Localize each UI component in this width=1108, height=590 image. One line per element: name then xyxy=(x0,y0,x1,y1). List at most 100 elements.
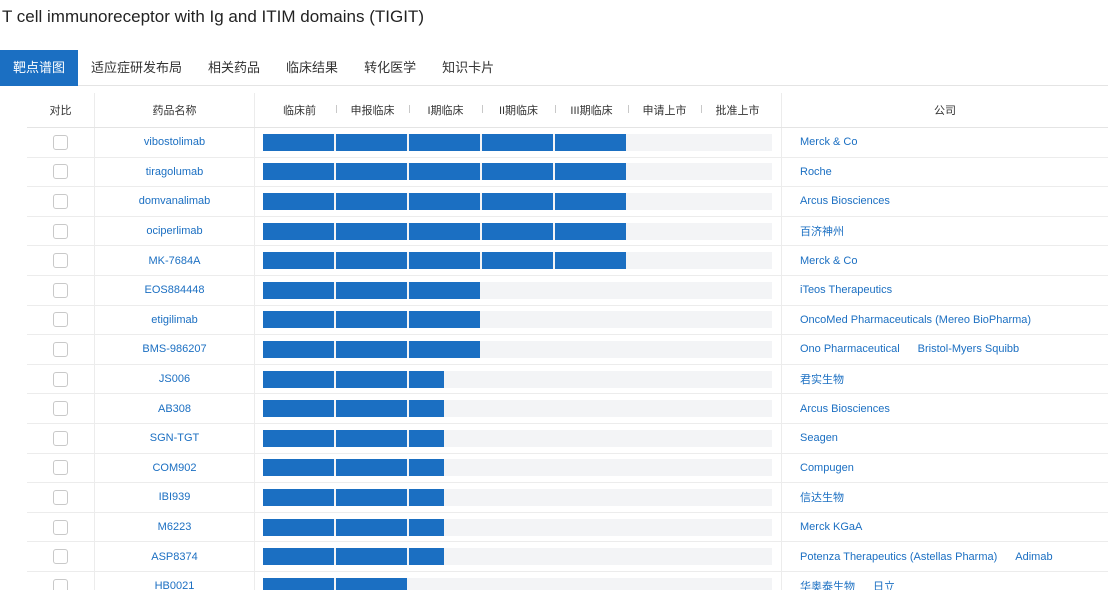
compare-cell xyxy=(27,542,95,571)
drug-name-link[interactable]: IBI939 xyxy=(95,483,255,512)
drug-name-link[interactable]: etigilimab xyxy=(95,305,255,335)
phase-progress-cell xyxy=(255,305,782,335)
tab-clinical-results[interactable]: 临床结果 xyxy=(286,60,339,75)
page-title: T cell immunoreceptor with Ig and ITIM d… xyxy=(2,7,424,26)
table-row[interactable]: AB308 Arcus Biosciences xyxy=(27,394,1108,424)
table-row[interactable]: BMS-986207 Ono Pharmaceutical Bristol-Myer… xyxy=(27,335,1108,365)
tab-bar: 靶点谱图 适应症研发布局 相关药品 临床结果 转化医学 知识卡片 xyxy=(0,50,1108,86)
company-link[interactable]: Arcus Biosciences xyxy=(800,195,890,208)
company-link[interactable]: Merck KGaA xyxy=(800,521,863,534)
company-cell: Seagen xyxy=(782,424,1108,453)
phase-progress-cell xyxy=(255,275,782,305)
tab-related-drugs[interactable]: 相关药品 xyxy=(208,60,261,75)
phase-segment xyxy=(409,163,480,181)
company-link[interactable]: Seagen xyxy=(800,432,838,445)
compare-checkbox[interactable] xyxy=(53,371,68,387)
drug-name-link[interactable]: JS006 xyxy=(95,364,255,394)
company-link[interactable]: Adimab xyxy=(1015,550,1053,563)
tab-translational-medicine[interactable]: 转化医学 xyxy=(364,60,417,75)
company-link[interactable]: 君实生物 xyxy=(800,374,844,387)
drug-name-link[interactable]: ASP8374 xyxy=(95,542,255,571)
table-row[interactable]: JS006 君实生物 xyxy=(27,364,1108,395)
compare-checkbox[interactable] xyxy=(53,578,68,590)
company-link[interactable]: iTeos Therapeutics xyxy=(800,284,893,297)
phase-progress-bar xyxy=(263,192,772,210)
table-row[interactable]: ociperlimab 百济神州 xyxy=(27,216,1108,247)
phase-segment xyxy=(263,548,334,566)
phase-segment-partial xyxy=(409,518,444,536)
tab-target-map[interactable]: 靶点谱图 xyxy=(0,50,79,86)
compare-checkbox[interactable] xyxy=(53,282,68,298)
compare-checkbox[interactable] xyxy=(53,401,68,417)
table-row[interactable]: tiragolumab Roche xyxy=(27,157,1108,188)
company-link[interactable]: 百济神州 xyxy=(800,226,844,239)
phase-segment xyxy=(263,518,334,536)
company-link[interactable]: 日立 xyxy=(873,581,895,590)
compare-checkbox[interactable] xyxy=(53,460,68,476)
phase-segment-partial xyxy=(409,548,444,566)
phase-segment xyxy=(336,400,407,418)
company-cell: 华奥泰生物 日立 xyxy=(782,572,1108,590)
phase-progress-cell xyxy=(255,512,782,542)
drug-name-link[interactable]: COM902 xyxy=(95,453,255,483)
compare-checkbox[interactable] xyxy=(53,193,68,209)
table-row[interactable]: EOS884448 iTeos Therapeutics xyxy=(27,275,1108,306)
drug-name-link[interactable]: MK-7684A xyxy=(95,246,255,275)
drug-name-header: 药品名称 xyxy=(95,93,255,127)
compare-checkbox[interactable] xyxy=(53,489,68,505)
company-link[interactable]: Ono Pharmaceutical xyxy=(800,343,900,356)
table-row[interactable]: MK-7684A Merck & Co xyxy=(27,246,1108,276)
tab-knowledge-cards[interactable]: 知识卡片 xyxy=(442,60,495,75)
drug-name-link[interactable]: BMS-986207 xyxy=(95,335,255,364)
table-row[interactable]: HB0021 华奥泰生物 日立 xyxy=(27,571,1108,590)
drug-name-link[interactable]: tiragolumab xyxy=(95,157,255,187)
table-row[interactable]: domvanalimab Arcus Biosciences xyxy=(27,187,1108,217)
drug-name-link[interactable]: AB308 xyxy=(95,394,255,423)
company-link[interactable]: Potenza Therapeutics (Astellas Pharma) xyxy=(800,550,998,563)
company-link[interactable]: Arcus Biosciences xyxy=(800,402,890,415)
company-link[interactable]: Merck & Co xyxy=(800,254,858,267)
phase-progress-cell xyxy=(255,246,782,275)
compare-checkbox[interactable] xyxy=(53,134,68,150)
phase-progress-cell xyxy=(255,394,782,423)
tab-indication-layout[interactable]: 适应症研发布局 xyxy=(91,60,183,75)
company-link[interactable]: Compugen xyxy=(800,461,854,474)
drug-name-link[interactable]: ociperlimab xyxy=(95,216,255,246)
compare-checkbox[interactable] xyxy=(53,223,68,239)
phase-segment xyxy=(263,488,334,506)
table-row[interactable]: ASP8374 Potenza Therapeutics (Astellas Ph… xyxy=(27,542,1108,572)
phase-segment xyxy=(263,192,334,210)
table-row[interactable]: COM902 Compugen xyxy=(27,453,1108,484)
company-cell: Ono Pharmaceutical Bristol-Myers Squibb xyxy=(782,335,1108,364)
company-cell: Compugen xyxy=(782,454,1108,483)
compare-cell xyxy=(27,305,95,335)
company-link[interactable]: Bristol-Myers Squibb xyxy=(917,343,1020,356)
compare-checkbox[interactable] xyxy=(53,253,68,269)
company-link[interactable]: Merck & Co xyxy=(800,136,858,149)
company-link[interactable]: 华奥泰生物 xyxy=(800,581,855,590)
compare-checkbox[interactable] xyxy=(53,164,68,180)
compare-checkbox[interactable] xyxy=(53,341,68,357)
compare-checkbox[interactable] xyxy=(53,519,68,535)
compare-checkbox[interactable] xyxy=(53,430,68,446)
drug-name-link[interactable]: SGN-TGT xyxy=(95,423,255,453)
phase-progress-cell xyxy=(255,542,782,571)
drug-name-link[interactable]: EOS884448 xyxy=(95,275,255,305)
compare-checkbox[interactable] xyxy=(53,312,68,328)
phase-progress-cell xyxy=(255,187,782,216)
table-row[interactable]: etigilimab OncoMed Pharmaceuticals (Mereo… xyxy=(27,305,1108,336)
phase-segment xyxy=(263,163,334,181)
table-row[interactable]: SGN-TGT Seagen xyxy=(27,423,1108,454)
table-row[interactable]: M6223 Merck KGaA xyxy=(27,512,1108,543)
table-row[interactable]: IBI939 信达生物 xyxy=(27,483,1108,513)
drug-name-link[interactable]: M6223 xyxy=(95,512,255,542)
compare-checkbox[interactable] xyxy=(53,549,68,565)
table-row[interactable]: vibostolimab Merck & Co xyxy=(27,128,1108,158)
company-link[interactable]: OncoMed Pharmaceuticals (Mereo BioPharma… xyxy=(800,313,1032,326)
drug-name-link[interactable]: domvanalimab xyxy=(95,187,255,216)
company-link[interactable]: Roche xyxy=(800,165,832,178)
drug-name-link[interactable]: HB0021 xyxy=(95,571,255,590)
drug-name-link[interactable]: vibostolimab xyxy=(95,128,255,157)
company-link[interactable]: 信达生物 xyxy=(800,492,844,505)
phase-header-phase2: II期临床 xyxy=(482,102,556,118)
